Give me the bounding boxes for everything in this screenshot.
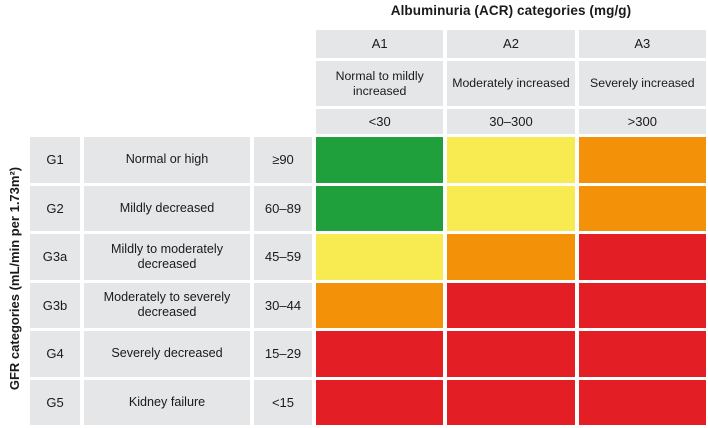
- row-code-g4: G4: [30, 331, 80, 377]
- risk-cell-g4-a3: [578, 331, 706, 377]
- gfr-axis-label-container: GFR categories (mL/min per 1.73m²): [0, 130, 30, 426]
- risk-cell-g2-a1: [316, 185, 444, 231]
- risk-cell-g1-a3: [578, 137, 706, 183]
- row-label-g3b: Moderately to severely decreased: [84, 282, 250, 328]
- row-code-g1: G1: [30, 137, 80, 183]
- row-code-g3a: G3a: [30, 234, 80, 280]
- risk-cell-g3b-a2: [447, 282, 575, 328]
- row-range-g3a: 45–59: [254, 234, 312, 280]
- col-label-a3: Severely increased: [578, 61, 706, 106]
- risk-cell-g1-a2: [447, 137, 575, 183]
- row-range-g4: 15–29: [254, 331, 312, 377]
- row-label-g1: Normal or high: [84, 137, 250, 183]
- col-code-a3: A3: [578, 30, 706, 58]
- risk-cell-g3b-a1: [316, 282, 444, 328]
- row-range-g3b: 30–44: [254, 282, 312, 328]
- col-range-a2: 30–300: [447, 109, 575, 134]
- header-spacer: [30, 61, 312, 106]
- row-label-g2: Mildly decreased: [84, 185, 250, 231]
- header-spacer: [30, 30, 312, 58]
- row-range-g1: ≥90: [254, 137, 312, 183]
- row-label-g5: Kidney failure: [84, 379, 250, 425]
- col-label-a2: Moderately increased: [447, 61, 575, 106]
- header-spacer: [30, 109, 312, 134]
- risk-cell-g2-a2: [447, 185, 575, 231]
- col-range-a3: >300: [578, 109, 706, 134]
- gfr-axis-label: GFR categories (mL/min per 1.73m²): [7, 166, 23, 390]
- risk-cell-g5-a2: [447, 379, 575, 425]
- risk-cell-g4-a2: [447, 331, 575, 377]
- row-code-g3b: G3b: [30, 282, 80, 328]
- col-code-a2: A2: [447, 30, 575, 58]
- risk-cell-g5-a1: [316, 379, 444, 425]
- row-label-g3a: Mildly to moderately decreased: [84, 234, 250, 280]
- row-label-g4: Severely decreased: [84, 331, 250, 377]
- col-code-a1: A1: [316, 30, 444, 58]
- row-range-g5: <15: [254, 379, 312, 425]
- risk-cell-g2-a3: [578, 185, 706, 231]
- risk-cell-g3a-a3: [578, 234, 706, 280]
- row-range-g2: 60–89: [254, 185, 312, 231]
- risk-cell-g4-a1: [316, 331, 444, 377]
- risk-cell-g3b-a3: [578, 282, 706, 328]
- albuminuria-axis-title: Albuminuria (ACR) categories (mg/g): [390, 3, 632, 18]
- row-code-g5: G5: [30, 379, 80, 425]
- risk-cell-g3a-a1: [316, 234, 444, 280]
- risk-cell-g3a-a2: [447, 234, 575, 280]
- risk-cell-g5-a3: [578, 379, 706, 425]
- risk-matrix-table: A1 A2 A3 Normal to mildly increased Moderate…: [30, 30, 706, 425]
- row-code-g2: G2: [30, 185, 80, 231]
- col-range-a1: <30: [316, 109, 444, 134]
- col-label-a1: Normal to mildly increased: [316, 61, 444, 106]
- risk-cell-g1-a1: [316, 137, 444, 183]
